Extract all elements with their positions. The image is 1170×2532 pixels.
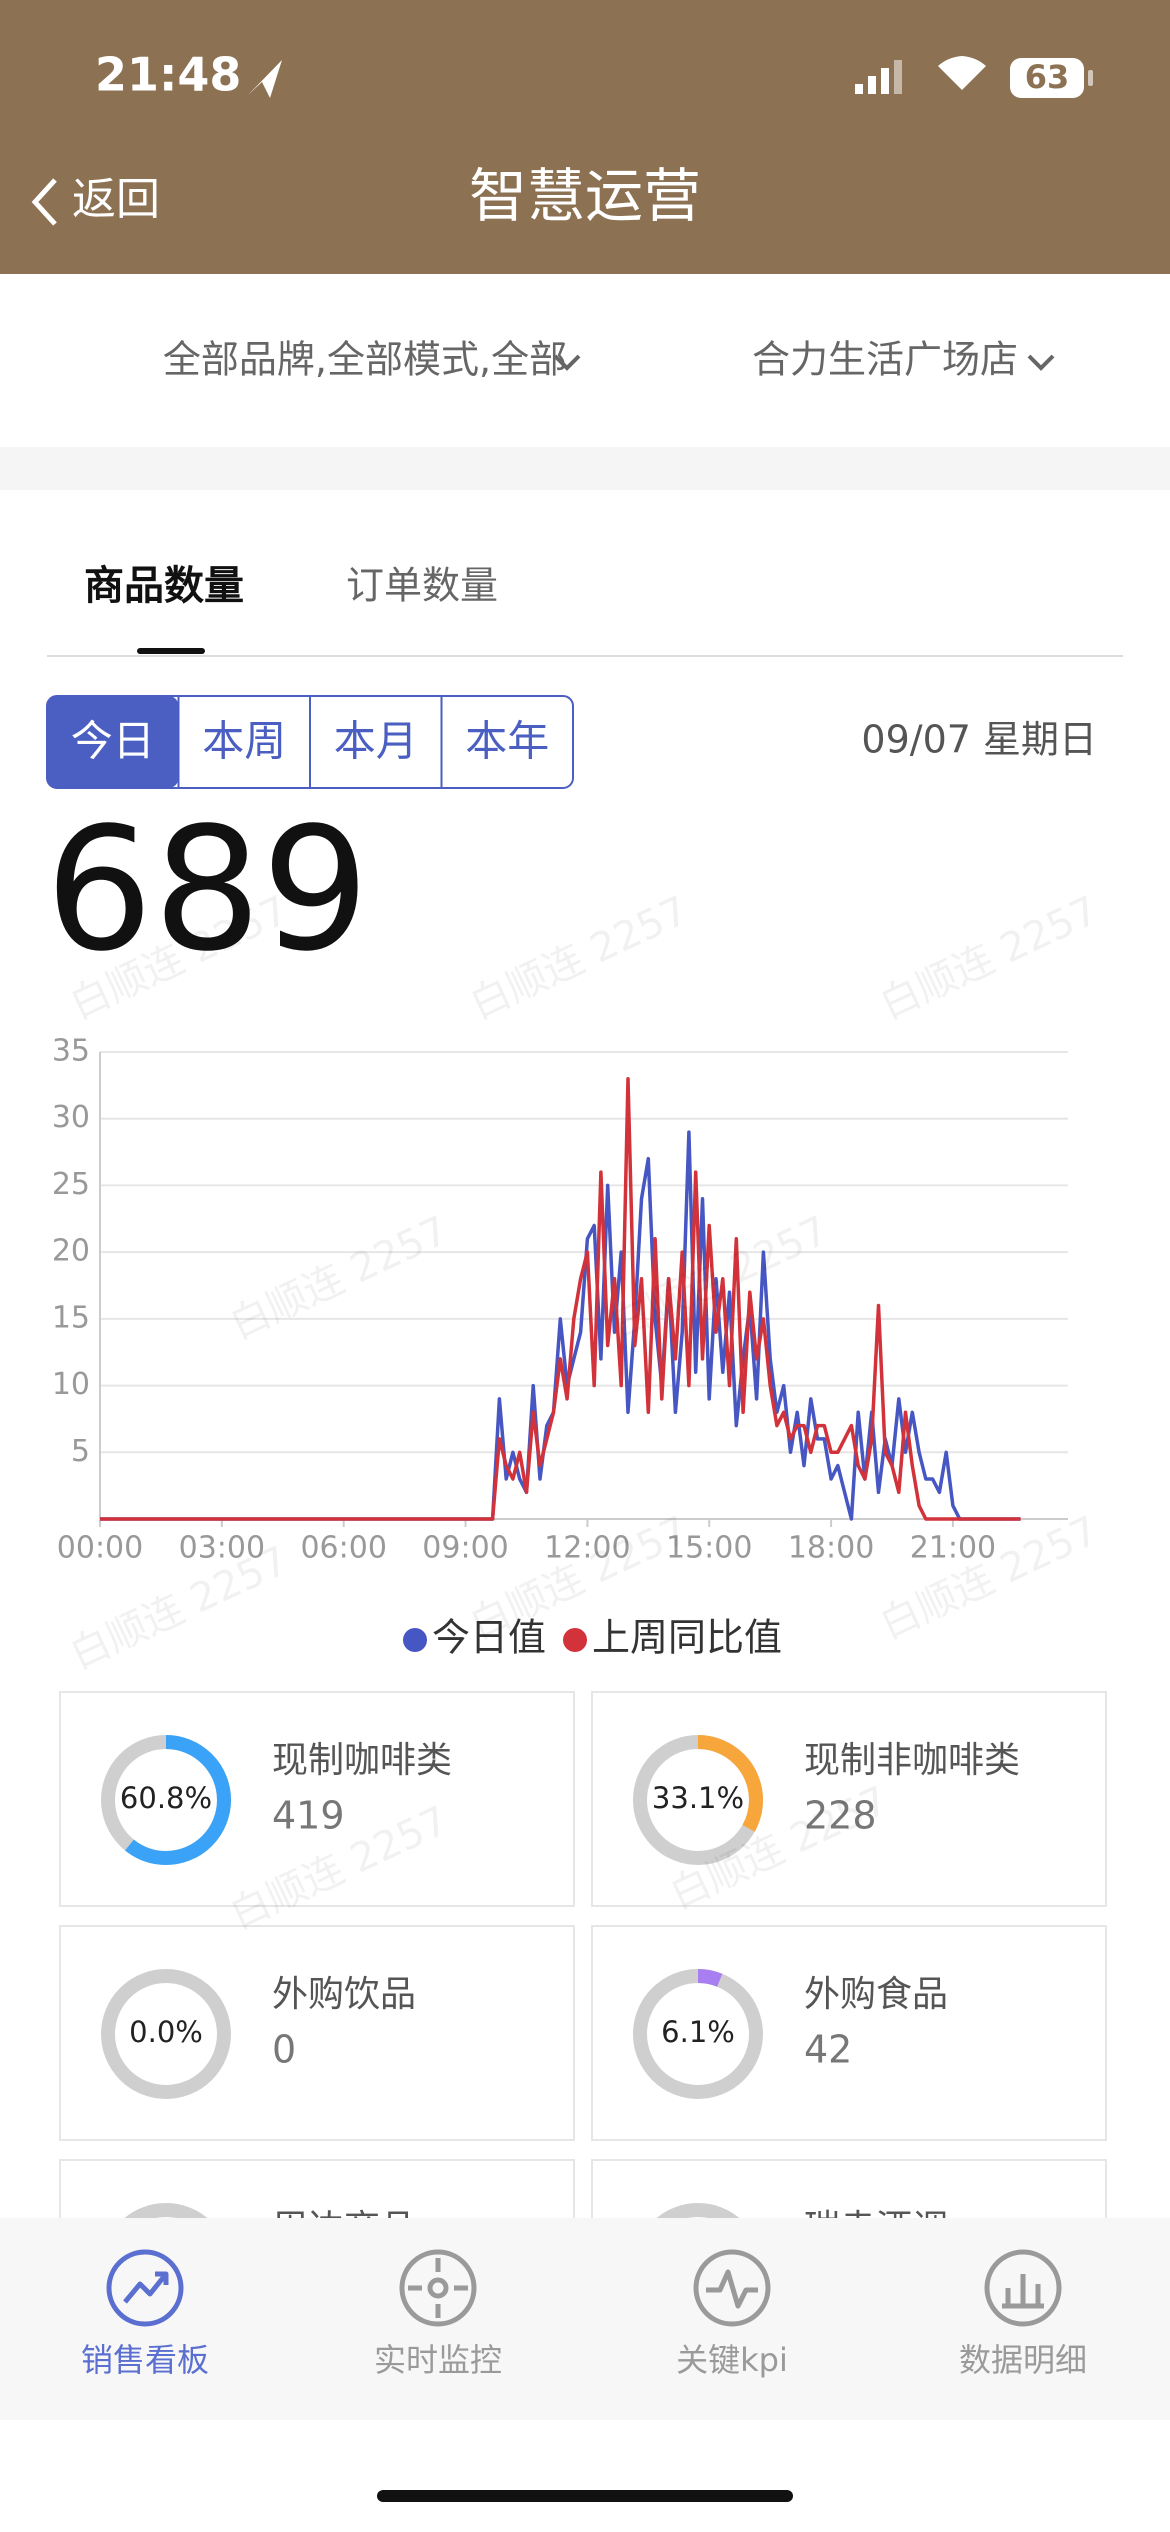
y-tick-label: 15 — [52, 1300, 90, 1335]
tab-icon — [693, 2249, 771, 2327]
card-border — [591, 1925, 1107, 2141]
brand-filter[interactable]: 全部品牌,全部模式,全部 — [163, 338, 567, 382]
tab-underline — [137, 648, 205, 654]
tab-label: 数据明细 — [959, 2341, 1087, 2379]
signal-icon — [855, 60, 902, 94]
x-tick-label: 06:00 — [300, 1531, 386, 1566]
y-tick-label: 5 — [71, 1434, 90, 1469]
tab-label: 销售看板 — [81, 2341, 209, 2379]
watermark: 白顺连 2257 — [873, 888, 1105, 1029]
tab-icon — [106, 2249, 184, 2327]
tab-icon — [984, 2249, 1062, 2327]
tab-label: 实时监控 — [374, 2341, 502, 2379]
location-icon — [248, 60, 282, 98]
y-tick-label: 30 — [52, 1100, 90, 1135]
ring-label: 6.1% — [661, 2015, 735, 2049]
home-area — [0, 2420, 1170, 2532]
card-count: 0 — [272, 2028, 296, 2072]
tab-glyph — [706, 2269, 758, 2309]
ring-label: 33.1% — [652, 1781, 744, 1815]
category-card[interactable]: 0.0% 外购饮品 0 — [59, 1925, 575, 2141]
category-card[interactable]: 33.1% 现制非咖啡类 228 — [591, 1691, 1107, 1907]
divider-band — [0, 447, 1170, 490]
wifi-icon — [938, 56, 986, 90]
y-tick-label: 10 — [52, 1367, 90, 1402]
x-tick-label: 09:00 — [422, 1531, 508, 1566]
legend-label: 今日值 — [432, 1616, 546, 1660]
period-button[interactable]: 本年 — [465, 717, 549, 766]
period-button[interactable]: 今日 — [71, 717, 155, 766]
legend-swatch — [563, 1628, 587, 1652]
store-filter[interactable]: 合力生活广场店 — [752, 338, 1018, 382]
card-border — [59, 1691, 575, 1907]
period-button[interactable]: 本月 — [334, 717, 418, 766]
watermark: 白顺连 2257 — [463, 888, 695, 1029]
watermark: 白顺连 2257 — [223, 1208, 455, 1349]
card-count: 419 — [272, 1794, 345, 1838]
series-line — [100, 1076, 1021, 1521]
status-time: 21:48 — [95, 48, 241, 102]
tab[interactable]: 订单数量 — [346, 564, 498, 608]
ring-value — [633, 1735, 763, 1865]
battery-tip — [1088, 70, 1093, 86]
total-value: 689 — [45, 791, 369, 989]
period-active — [47, 696, 179, 788]
period-button[interactable]: 本周 — [202, 717, 286, 766]
back-button[interactable]: 返回 — [72, 174, 160, 225]
dropdown-arrow — [553, 354, 581, 371]
ring-label: 60.8% — [120, 1781, 212, 1815]
tab-glyph — [408, 2258, 468, 2318]
tab-item[interactable]: 销售看板 — [81, 2249, 209, 2379]
tab-bar-items: 销售看板 实时监控 关键kpi 数据明细 — [81, 2249, 1087, 2379]
tab-label: 关键kpi — [676, 2341, 788, 2379]
card-border — [59, 1925, 575, 2141]
watermark: 白顺连 2257 — [873, 1508, 1105, 1649]
ring-label: 0.0% — [129, 2015, 203, 2049]
tab-bar — [0, 2218, 1170, 2420]
battery-icon — [1010, 58, 1084, 98]
battery-level: 63 — [1025, 58, 1070, 96]
card-count: 228 — [804, 1794, 877, 1838]
series-line — [100, 1130, 1021, 1521]
ring-value — [633, 1969, 763, 2099]
ring-track — [101, 1969, 231, 2099]
x-tick-label: 18:00 — [788, 1531, 874, 1566]
category-card[interactable]: 6.1% 外购食品 42 — [591, 1925, 1107, 2141]
back-arrow[interactable] — [31, 178, 57, 226]
legend: 今日值 上周同比值 — [403, 1616, 782, 1660]
tab-icon — [399, 2249, 477, 2327]
y-tick-label: 35 — [52, 1034, 90, 1069]
page-title: 智慧运营 — [469, 162, 701, 230]
card-count: 42 — [804, 2028, 852, 2072]
tab-glyph — [123, 2271, 169, 2304]
category-card[interactable]: 60.8% 现制咖啡类 419 — [59, 1691, 575, 1907]
header-background — [0, 0, 1170, 274]
tab-item[interactable]: 关键kpi — [676, 2249, 788, 2379]
card-name: 外购饮品 — [272, 1974, 416, 2015]
chart: 5 10 15 20 25 30 35 00:00 03:00 06:00 09:00 12:00 15… — [52, 1034, 1068, 1660]
card-border — [591, 1691, 1107, 1907]
y-tick-label: 25 — [52, 1167, 90, 1202]
period-selector: 今日 本周 本月 本年 — [46, 695, 574, 789]
x-tick-label: 03:00 — [179, 1531, 265, 1566]
tab-item[interactable]: 实时监控 — [374, 2249, 502, 2379]
legend-label: 上周同比值 — [592, 1616, 782, 1660]
tab-glyph — [1002, 2274, 1044, 2309]
x-tick-label: 12:00 — [544, 1531, 630, 1566]
card-name: 现制咖啡类 — [272, 1740, 452, 1781]
x-tick-label: 15:00 — [666, 1531, 752, 1566]
x-tick-label: 00:00 — [57, 1531, 143, 1566]
card-name: 现制非咖啡类 — [804, 1740, 1020, 1781]
x-tick-label: 21:00 — [910, 1531, 996, 1566]
legend-swatch — [403, 1628, 427, 1652]
date-label: 09/07 星期日 — [861, 718, 1097, 762]
home-indicator — [377, 2490, 793, 2502]
dropdown-arrow — [1027, 354, 1055, 371]
ring-value — [101, 1735, 231, 1865]
tab-active[interactable]: 商品数量 — [84, 563, 244, 609]
y-tick-label: 20 — [52, 1234, 90, 1269]
card-name: 外购食品 — [804, 1974, 948, 2015]
tab-item[interactable]: 数据明细 — [959, 2249, 1087, 2379]
